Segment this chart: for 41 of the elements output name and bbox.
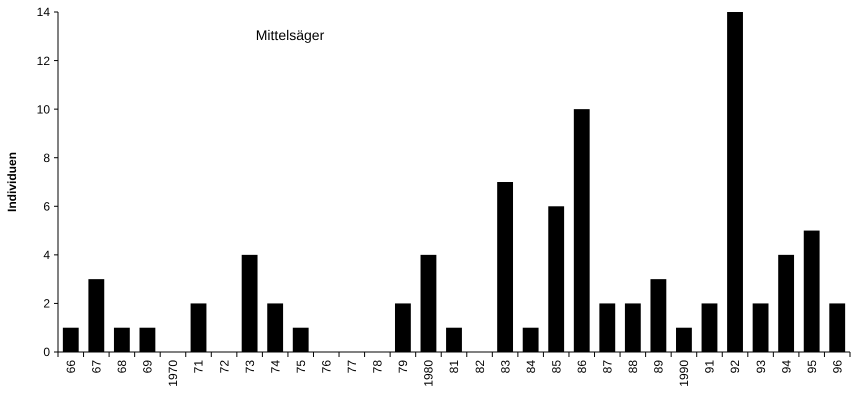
x-tick-label: 84 bbox=[524, 360, 538, 374]
y-axis-title: Individuen bbox=[5, 152, 19, 212]
x-tick-label: 78 bbox=[370, 360, 385, 374]
y-tick-label: 8 bbox=[43, 150, 50, 165]
y-tick-label: 10 bbox=[36, 102, 50, 116]
x-tick-label: 87 bbox=[600, 360, 614, 374]
x-tick-label: 68 bbox=[115, 360, 130, 374]
x-tick-label: 85 bbox=[549, 360, 564, 374]
x-tick-label: 74 bbox=[268, 360, 282, 374]
x-tick-label: 72 bbox=[217, 360, 232, 374]
y-tick-label: 14 bbox=[36, 5, 50, 20]
x-tick-label: 69 bbox=[140, 360, 155, 374]
y-tick-label: 12 bbox=[36, 54, 50, 68]
x-tick-label: 89 bbox=[652, 360, 666, 374]
x-tick-label: 95 bbox=[804, 360, 819, 374]
x-tick-label: 88 bbox=[626, 360, 640, 374]
x-tick-label: 86 bbox=[574, 360, 589, 374]
x-tick-label: 66 bbox=[64, 360, 78, 374]
x-tick-label: 71 bbox=[192, 360, 206, 374]
y-tick-label: 0 bbox=[43, 345, 50, 360]
x-tick-label: 83 bbox=[498, 360, 512, 374]
x-tick-label: 79 bbox=[396, 360, 410, 374]
x-tick-label: 75 bbox=[294, 360, 308, 374]
x-tick-label: 67 bbox=[90, 360, 104, 374]
x-tick-label: 82 bbox=[472, 360, 487, 374]
x-tick-label: 1990 bbox=[677, 360, 692, 387]
x-tick-label: 81 bbox=[447, 360, 462, 374]
x-tick-label: 1980 bbox=[422, 360, 436, 387]
x-tick-label: 96 bbox=[830, 360, 844, 374]
x-tick-label: 73 bbox=[242, 360, 257, 374]
x-tick-label: 1970 bbox=[166, 360, 180, 387]
x-tick-label: 93 bbox=[754, 360, 768, 374]
y-tick-label: 2 bbox=[43, 296, 50, 311]
y-tick-label: 4 bbox=[43, 248, 50, 262]
x-tick-label: 76 bbox=[319, 360, 334, 374]
x-tick-label: 92 bbox=[728, 360, 742, 374]
x-tick-label: 91 bbox=[702, 360, 717, 374]
text: Mittelsäger bbox=[256, 27, 325, 43]
x-tick-label: 94 bbox=[779, 360, 794, 374]
x-tick-label: 77 bbox=[345, 360, 360, 374]
y-tick-label: 6 bbox=[43, 199, 50, 214]
